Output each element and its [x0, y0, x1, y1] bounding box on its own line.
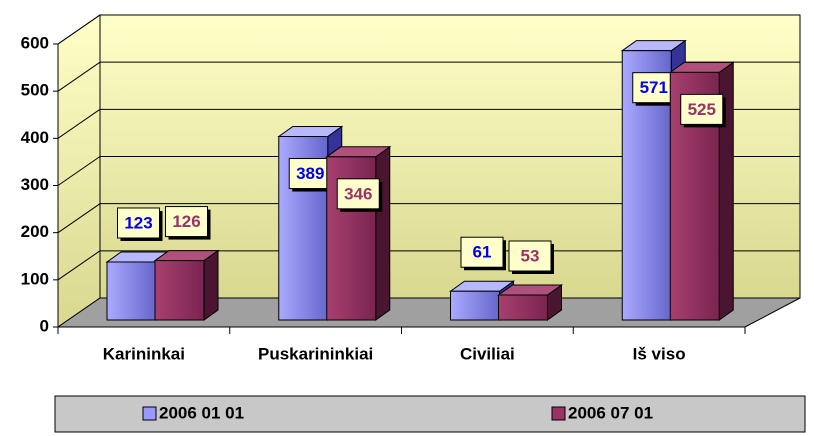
legend-label: 2006 01 01: [159, 403, 244, 422]
label-box: [288, 158, 332, 190]
grid-line: [57, 108, 101, 139]
data-label: 126: [172, 212, 200, 231]
bar: [153, 249, 220, 321]
bar-front: [498, 294, 548, 321]
bar-front: [106, 261, 157, 321]
bar: [496, 284, 564, 321]
grid-line: [57, 61, 101, 92]
y-tick-label: 600: [21, 33, 49, 52]
bar-side: [375, 145, 391, 321]
bar-front: [450, 290, 500, 321]
label-box: [508, 240, 552, 272]
x-tick-label: Civiliai: [460, 344, 515, 363]
legend-label: 2006 07 01: [568, 403, 653, 422]
label-box: [336, 178, 380, 210]
x-tick-label: Puskarininkiai: [258, 344, 373, 363]
data-label: 346: [344, 184, 372, 203]
grid-line: [57, 156, 101, 186]
y-tick-label: 400: [21, 128, 49, 147]
grid-line: [57, 203, 101, 234]
legend-swatch: [551, 406, 566, 421]
y-tick-label: 500: [21, 81, 49, 100]
data-label: 53: [521, 246, 540, 265]
data-label: 571: [640, 78, 668, 97]
y-tick-label: 300: [21, 175, 49, 194]
legend-swatch: [142, 406, 157, 421]
data-label: 61: [473, 243, 492, 262]
y-tick-label: 0: [40, 316, 49, 335]
bar: [325, 145, 392, 321]
grid-line: [57, 14, 101, 45]
data-label: 525: [688, 100, 716, 119]
label-box: [117, 207, 160, 239]
bar-side: [203, 249, 219, 321]
x-tick-label: Iš viso: [633, 344, 686, 363]
y-tick-label: 200: [21, 222, 49, 241]
data-label: 389: [296, 164, 324, 183]
bar-front: [154, 260, 205, 321]
data-label: 123: [124, 213, 152, 232]
label-box: [460, 236, 504, 268]
label-box: [680, 93, 724, 125]
x-tick-label: Karininkai: [103, 344, 185, 363]
y-tick-label: 100: [21, 269, 49, 288]
grid-line: [57, 250, 101, 281]
legend-box: [54, 395, 806, 433]
label-box: [165, 206, 208, 238]
